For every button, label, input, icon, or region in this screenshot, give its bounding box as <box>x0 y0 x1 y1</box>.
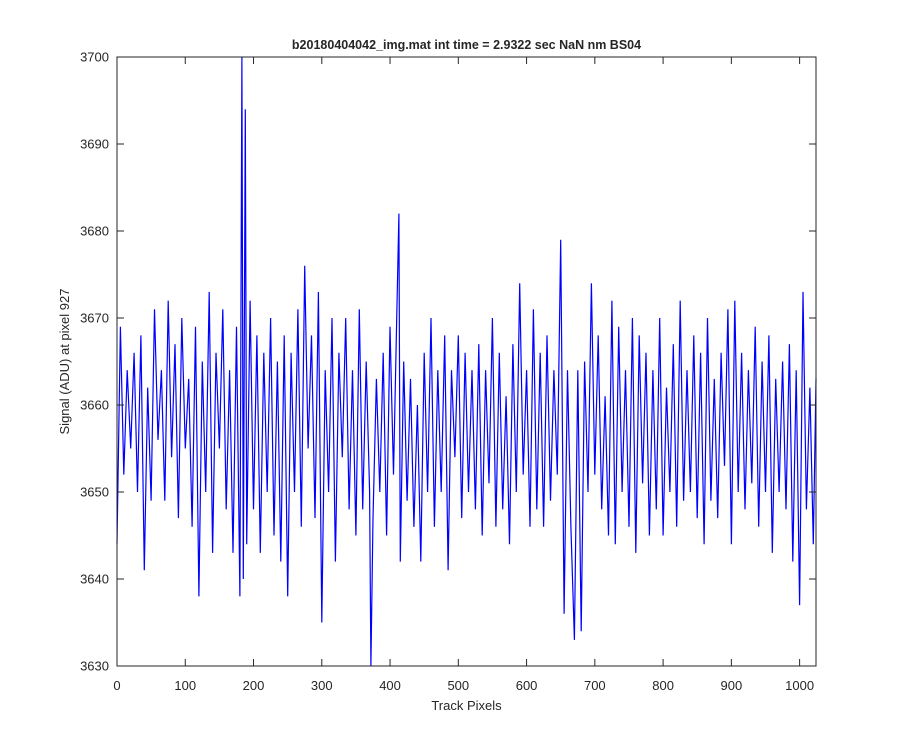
y-tick-label: 3640 <box>80 572 109 587</box>
x-axis-ticks: 0 100 200 300 400 500 600 700 800 900 1000 <box>113 57 814 693</box>
x-tick-label: 0 <box>113 678 120 693</box>
chart-title: b20180404042_img.mat int time = 2.9322 s… <box>292 38 641 52</box>
x-tick-label: 400 <box>379 678 401 693</box>
y-tick-label: 3630 <box>80 659 109 674</box>
x-tick-label: 800 <box>652 678 674 693</box>
y-tick-label: 3660 <box>80 398 109 413</box>
x-tick-label: 200 <box>243 678 265 693</box>
y-tick-label: 3700 <box>80 50 109 65</box>
x-tick-label: 100 <box>174 678 196 693</box>
x-tick-label: 600 <box>516 678 538 693</box>
x-tick-label: 300 <box>311 678 333 693</box>
y-tick-label: 3680 <box>80 224 109 239</box>
y-tick-label: 3690 <box>80 137 109 152</box>
x-axis-label: Track Pixels <box>431 698 502 713</box>
y-tick-label: 3670 <box>80 311 109 326</box>
x-tick-label: 900 <box>721 678 743 693</box>
x-tick-label: 1000 <box>785 678 814 693</box>
y-axis-label: Signal (ADU) at pixel 927 <box>57 289 72 435</box>
x-tick-label: 500 <box>447 678 469 693</box>
y-axis-ticks: 3630 3640 3650 3660 3670 3680 3690 3700 <box>80 50 816 674</box>
plot-area <box>117 57 816 666</box>
x-tick-label: 700 <box>584 678 606 693</box>
signal-series-line <box>116 56 817 667</box>
y-tick-label: 3650 <box>80 485 109 500</box>
axes-box <box>116 56 817 667</box>
